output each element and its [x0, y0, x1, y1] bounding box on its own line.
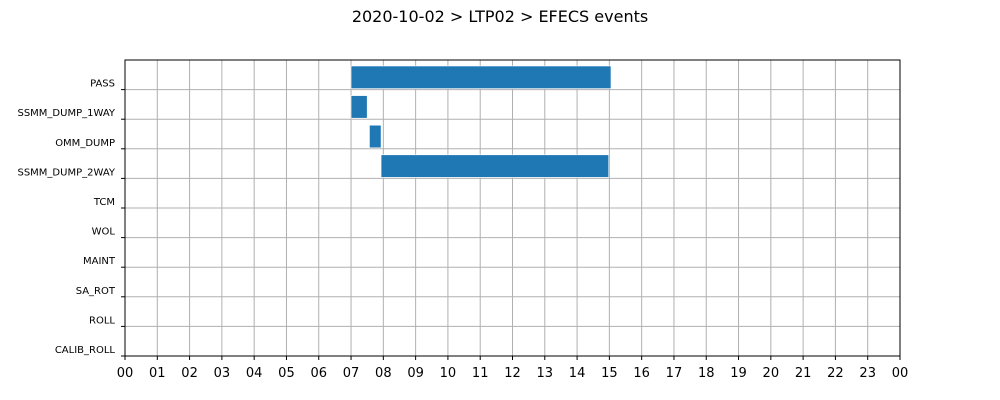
y-tick-label: MAINT [83, 256, 116, 267]
x-tick-label: 09 [407, 366, 424, 381]
y-tick-label: ROLL [89, 315, 115, 326]
x-tick-label: 11 [472, 366, 489, 381]
x-tick-label: 08 [375, 366, 392, 381]
event-bar [350, 65, 612, 89]
ticks: 00 01 02 03 04 05 06 07 08 09 10 11 12 13 14 15 16 17 18 19… [17, 79, 908, 381]
y-tick-label: TCM [93, 197, 115, 208]
x-tick-label: 21 [795, 366, 812, 381]
y-tick-label: OMM_DUMP [55, 138, 115, 149]
x-tick-label: 01 [149, 366, 166, 381]
x-tick-label: 20 [763, 366, 780, 381]
y-tick-label: SSMM_DUMP_2WAY [17, 167, 115, 178]
y-tick-label: PASS [90, 79, 115, 90]
x-tick-label: 00 [892, 366, 909, 381]
grid [124, 60, 901, 357]
x-tick-label: 12 [504, 366, 521, 381]
x-tick-label: 19 [730, 366, 747, 381]
bars [350, 65, 612, 178]
x-tick-label: 16 [633, 366, 650, 381]
plot-frame [124, 59, 901, 357]
y-tick-label: WOL [92, 227, 116, 238]
y-tick-label: SA_ROT [76, 286, 116, 297]
x-tick-label: 17 [666, 366, 683, 381]
x-tick-label: 18 [698, 366, 715, 381]
x-tick-label: 07 [343, 366, 360, 381]
y-tick-label: SSMM_DUMP_1WAY [17, 108, 115, 119]
x-tick-label: 15 [601, 366, 618, 381]
event-bar [350, 95, 368, 119]
x-tick-label: 23 [859, 366, 876, 381]
x-tick-label: 02 [181, 366, 198, 381]
event-bar [380, 154, 610, 178]
x-tick-label: 05 [278, 366, 295, 381]
event-bar [369, 124, 382, 149]
x-tick-label: 06 [310, 366, 327, 381]
x-tick-label: 00 [117, 366, 134, 381]
x-tick-label: 13 [537, 366, 554, 381]
chart-title: 2020-10-02 > LTP02 > EFECS events [352, 7, 648, 26]
x-tick-label: 14 [569, 366, 586, 381]
x-tick-label: 22 [827, 366, 844, 381]
x-tick-label: 10 [440, 366, 457, 381]
x-tick-label: 04 [246, 366, 263, 381]
y-tick-label: CALIB_ROLL [55, 345, 116, 356]
x-tick-label: 03 [214, 366, 231, 381]
